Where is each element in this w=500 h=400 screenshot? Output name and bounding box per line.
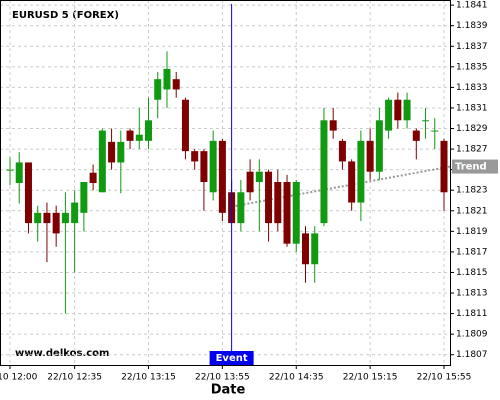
candle-body	[135, 134, 143, 141]
candle-body	[385, 99, 393, 131]
candle-body	[191, 151, 199, 162]
y-tick-label: 1.1839	[456, 21, 488, 31]
candle-body	[320, 120, 328, 224]
candle-body	[200, 151, 208, 182]
candle-body	[98, 130, 106, 193]
candle-body	[24, 162, 32, 224]
candle-body	[412, 130, 420, 141]
y-tick-label: 1.1821	[456, 206, 488, 216]
y-tick-label: 1.1809	[456, 330, 488, 340]
x-tick-label: 22/10 13:55	[195, 373, 250, 383]
candle-body	[338, 140, 346, 162]
chart-title: EURUSD 5 (FOREX)	[12, 10, 119, 21]
y-tick-label: 1.1829	[456, 124, 488, 134]
candle-body	[283, 181, 291, 244]
x-axis-label: Date	[211, 383, 246, 398]
event-label: Event	[216, 353, 248, 364]
y-tick-label: 1.1833	[456, 83, 488, 93]
candle-body	[311, 233, 319, 265]
candle-body	[80, 181, 88, 213]
candle-body	[61, 212, 69, 224]
candle-body	[34, 212, 42, 224]
candle-body	[301, 233, 309, 265]
candle-body	[394, 99, 402, 121]
candle-body	[163, 68, 171, 90]
candle-body	[6, 169, 14, 171]
candle-body	[52, 212, 60, 234]
candle-body	[265, 171, 273, 224]
plot-frame	[0, 0, 451, 366]
candle-body	[145, 120, 153, 141]
candle-body	[357, 140, 365, 203]
candle-body	[255, 171, 263, 182]
x-tick-label: 22/10 15:55	[417, 373, 472, 383]
candle-body	[274, 181, 282, 224]
trend-label-box	[452, 159, 498, 174]
y-tick-label: 1.1831	[456, 103, 488, 113]
x-tick-label: 22/10 13:15	[121, 373, 176, 383]
x-tick-label: 22/10 12:00	[0, 373, 38, 383]
candle-body	[126, 130, 134, 141]
candle-body	[71, 202, 79, 224]
candle-body	[181, 99, 189, 152]
y-tick-label: 1.1819	[456, 227, 488, 237]
y-tick-label: 1.1815	[456, 268, 488, 278]
x-tick-label: 22/10 12:35	[47, 373, 102, 383]
candle-body	[108, 141, 116, 163]
candle-body	[348, 161, 356, 203]
candle-body	[375, 120, 383, 172]
y-tick-label: 1.1823	[456, 186, 488, 196]
trend-label: Trend	[455, 162, 487, 173]
candle-body	[117, 141, 125, 163]
candle-body	[422, 120, 430, 122]
event-label-box	[209, 351, 254, 365]
candle-body	[246, 171, 254, 193]
watermark: www.delkos.com	[15, 348, 109, 359]
y-tick-label: 1.1813	[456, 289, 488, 299]
y-tick-label: 1.1807	[456, 350, 488, 360]
y-tick-label: 1.1835	[456, 62, 488, 72]
candle-body	[154, 79, 162, 100]
y-tick-label: 1.1811	[456, 309, 488, 319]
y-tick-label: 1.1837	[456, 42, 488, 52]
candle-body	[403, 99, 411, 121]
candle-body	[209, 140, 217, 193]
candle-body	[43, 212, 51, 224]
candle-body	[292, 181, 300, 244]
y-tick-label: 1.1841	[456, 1, 488, 11]
candle-body	[172, 79, 180, 90]
y-tick-label: 1.1827	[456, 145, 488, 155]
candle-body	[366, 140, 374, 172]
candle-body	[431, 130, 439, 132]
candle-body	[237, 192, 245, 224]
x-tick-label: 22/10 14:35	[269, 373, 324, 383]
candle-body	[218, 140, 226, 213]
candle-body	[89, 172, 97, 184]
candle-body	[440, 140, 448, 193]
x-tick-label: 22/10 15:15	[343, 373, 398, 383]
y-tick-label: 1.1817	[456, 247, 488, 257]
candle-body	[329, 120, 337, 131]
candle-body	[15, 162, 23, 184]
